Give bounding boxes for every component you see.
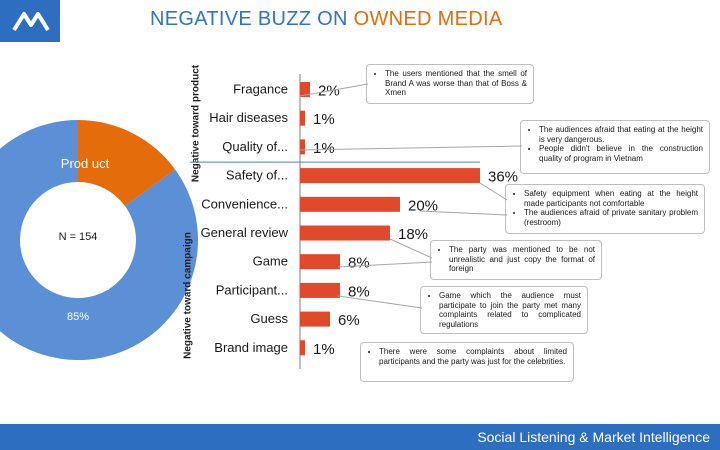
bar-value-label: 18% bbox=[398, 226, 428, 243]
note-item: There were some complaints about limited… bbox=[379, 347, 567, 366]
donut-chart: Prod uct 15% N = 154 Campai gn 85% bbox=[0, 120, 198, 360]
bar bbox=[300, 225, 390, 241]
bar-value-label: 2% bbox=[318, 83, 340, 100]
category-label: Quality of... bbox=[222, 139, 288, 154]
note-quality: The audiences afraid that eating at the … bbox=[520, 120, 710, 174]
category-label: Guess bbox=[250, 311, 288, 326]
donut-segment-campaign bbox=[0, 120, 198, 360]
note-item: The audiences afraid of private sanitary… bbox=[524, 208, 698, 227]
bar bbox=[300, 340, 305, 356]
bar-value-label: 1% bbox=[313, 140, 335, 157]
note-participant: There were some complaints about limited… bbox=[360, 342, 574, 382]
page-title-part2: OWNED MEDIA bbox=[353, 8, 503, 30]
donut-total-label: N = 154 bbox=[59, 231, 98, 243]
footer-bar: Social Listening & Market Intelligence bbox=[0, 424, 720, 450]
bar bbox=[300, 311, 330, 327]
donut-label-campaign: Campai gn bbox=[47, 278, 110, 293]
bar bbox=[300, 139, 305, 155]
category-label: Brand image bbox=[214, 340, 288, 355]
note-game: Game which the audience must participate… bbox=[420, 286, 588, 334]
category-label: General review bbox=[201, 225, 289, 240]
bar bbox=[300, 254, 340, 270]
bar-value-label: 8% bbox=[348, 255, 370, 272]
logo-mark-icon bbox=[12, 12, 50, 32]
bar bbox=[300, 282, 340, 298]
category-label: Fragance bbox=[233, 82, 288, 97]
donut-value-campaign: 85% bbox=[67, 311, 89, 323]
bar bbox=[300, 82, 310, 97]
company-logo bbox=[0, 0, 60, 42]
donut-label-product: Prod uct bbox=[61, 156, 110, 171]
bar bbox=[300, 110, 305, 126]
note-item: The audiences afraid that eating at the … bbox=[539, 125, 703, 144]
bar-value-label: 1% bbox=[313, 111, 335, 128]
category-label: Game bbox=[253, 254, 288, 269]
category-label: Safety of... bbox=[226, 168, 288, 183]
bar-value-label: 1% bbox=[313, 341, 335, 358]
bar-value-label: 6% bbox=[338, 312, 360, 329]
note-item: People didn't believe in the constructio… bbox=[539, 144, 703, 163]
donut-value-product: 15% bbox=[73, 192, 97, 206]
bar-value-label: 20% bbox=[408, 197, 438, 214]
note-item: Game which the audience must participate… bbox=[439, 291, 581, 329]
category-label: Convenience... bbox=[201, 196, 288, 211]
bar bbox=[300, 168, 480, 184]
bar-value-label: 8% bbox=[348, 283, 370, 300]
note-item: Safety equipment when eating at the heig… bbox=[524, 189, 698, 208]
category-label: Hair diseases bbox=[209, 110, 288, 125]
donut-segment-product bbox=[78, 120, 176, 206]
page-title: NEGATIVE BUZZ ON OWNED MEDIA bbox=[150, 8, 503, 31]
note-safety: Safety equipment when eating at the heig… bbox=[505, 184, 705, 234]
footer-text: Social Listening & Market Intelligence bbox=[477, 429, 710, 445]
page-title-part1: NEGATIVE BUZZ ON bbox=[150, 8, 354, 30]
note-general-review: The party was mentioned to be not unreal… bbox=[430, 240, 602, 280]
note-item: The party was mentioned to be not unreal… bbox=[449, 245, 595, 274]
bar bbox=[300, 196, 400, 212]
bar-value-label: 36% bbox=[488, 169, 518, 186]
note-fragance: The users mentioned that the smell of Br… bbox=[366, 64, 534, 104]
note-item: The users mentioned that the smell of Br… bbox=[385, 69, 527, 98]
category-label: Participant... bbox=[216, 282, 288, 297]
